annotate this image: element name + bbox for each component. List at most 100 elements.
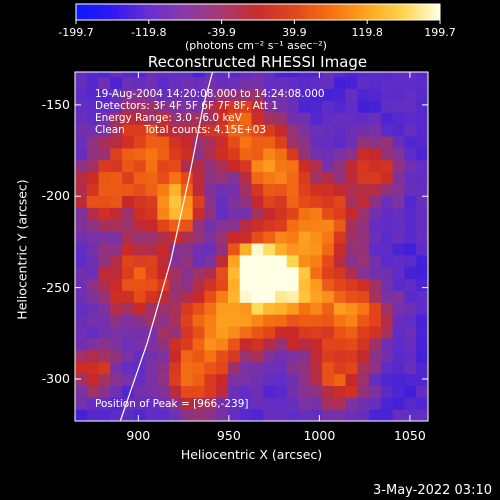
heatmap-cell bbox=[286, 385, 300, 398]
heatmap-cell bbox=[239, 135, 253, 149]
heatmap-cell bbox=[227, 72, 241, 78]
heatmap-cell bbox=[322, 195, 335, 208]
heatmap-cell bbox=[369, 159, 382, 173]
heatmap-cell bbox=[98, 147, 111, 161]
heatmap-cell bbox=[169, 349, 182, 363]
colorbar-tick-label: 199.7 bbox=[424, 26, 456, 39]
heatmap-cell bbox=[133, 112, 147, 125]
heatmap-cell bbox=[275, 278, 288, 291]
heatmap-cell bbox=[298, 254, 311, 268]
heatmap-cell bbox=[204, 266, 217, 280]
heatmap-cell bbox=[286, 100, 300, 113]
heatmap-cell bbox=[122, 159, 135, 173]
heatmap-cell bbox=[392, 135, 406, 149]
heatmap-cell bbox=[86, 385, 100, 398]
heatmap-cell bbox=[157, 397, 170, 410]
heatmap-cell bbox=[322, 290, 335, 303]
heatmap-cell bbox=[239, 409, 253, 421]
heatmap-cell bbox=[227, 278, 241, 291]
heatmap-cell bbox=[192, 278, 206, 291]
heatmap-cell bbox=[86, 171, 100, 185]
heatmap-cell bbox=[133, 88, 147, 101]
heatmap-cell bbox=[263, 124, 276, 137]
heatmap-cell bbox=[310, 72, 323, 78]
heatmap-cell bbox=[227, 290, 241, 303]
heatmap-cell bbox=[357, 266, 370, 280]
heatmap-cell bbox=[204, 242, 217, 256]
heatmap-cell bbox=[169, 385, 182, 398]
heatmap-cell bbox=[392, 302, 406, 315]
heatmap-cell bbox=[322, 385, 335, 398]
heatmap-cell bbox=[157, 361, 170, 375]
heatmap-cell bbox=[286, 290, 300, 303]
heatmap-cell bbox=[110, 195, 123, 208]
heatmap-cell bbox=[369, 219, 382, 232]
heatmap-cell bbox=[404, 290, 417, 303]
heatmap-cell bbox=[86, 278, 100, 291]
heatmap-cell bbox=[345, 135, 358, 149]
heatmap-cell bbox=[345, 278, 358, 291]
heatmap-cell bbox=[227, 397, 241, 410]
heatmap-cell bbox=[98, 373, 111, 386]
heatmap-cell bbox=[180, 373, 194, 386]
heatmap-cell bbox=[286, 183, 300, 196]
heatmap-cell bbox=[322, 397, 335, 410]
heatmap-cell bbox=[286, 135, 300, 149]
heatmap-cell bbox=[416, 195, 428, 208]
heatmap-cell bbox=[180, 290, 194, 303]
heatmap-cell bbox=[75, 135, 88, 149]
heatmap-cell bbox=[345, 385, 358, 398]
heatmap-cell bbox=[204, 72, 217, 78]
heatmap-cell bbox=[251, 242, 264, 256]
heatmap-cell bbox=[263, 88, 276, 101]
heatmap-cell bbox=[180, 278, 194, 291]
heatmap-cell bbox=[275, 183, 288, 196]
heatmap-cell bbox=[251, 409, 264, 421]
heatmap-cell bbox=[345, 159, 358, 173]
heatmap-cell bbox=[286, 72, 300, 78]
heatmap-cell bbox=[275, 242, 288, 256]
heatmap-cell bbox=[239, 385, 253, 398]
heatmap-cell bbox=[263, 254, 276, 268]
heatmap-cell bbox=[180, 135, 194, 149]
heatmap-cell bbox=[110, 349, 123, 363]
heatmap-cell bbox=[192, 230, 206, 244]
heatmap-cell bbox=[122, 337, 135, 351]
heatmap-cell bbox=[310, 290, 323, 303]
heatmap-cell bbox=[239, 373, 253, 386]
heatmap-cell bbox=[251, 254, 264, 268]
heatmap-cell bbox=[357, 124, 370, 137]
heatmap-cell bbox=[345, 88, 358, 101]
heatmap-cell bbox=[380, 183, 394, 196]
heatmap-cell bbox=[157, 219, 170, 232]
heatmap-cell bbox=[192, 361, 206, 375]
heatmap-cell bbox=[227, 112, 241, 125]
heatmap-cell bbox=[110, 171, 123, 185]
heatmap-cell bbox=[286, 112, 300, 125]
heatmap-cell bbox=[133, 302, 147, 315]
heatmap-cell bbox=[110, 302, 123, 315]
heatmap-cell bbox=[227, 385, 241, 398]
heatmap-cell bbox=[298, 171, 311, 185]
heatmap-cell bbox=[369, 314, 382, 327]
heatmap-cell bbox=[392, 349, 406, 363]
heatmap-cell bbox=[98, 361, 111, 375]
heatmap-cell bbox=[204, 325, 217, 339]
heatmap-cell bbox=[404, 207, 417, 220]
heatmap-cell bbox=[310, 349, 323, 363]
heatmap-cell bbox=[75, 242, 88, 256]
heatmap-cell bbox=[216, 254, 229, 268]
heatmap-cell bbox=[286, 409, 300, 421]
heatmap-cell bbox=[357, 100, 370, 113]
heatmap-cell bbox=[122, 100, 135, 113]
heatmap-cell bbox=[180, 254, 194, 268]
heatmap-cell bbox=[192, 183, 206, 196]
heatmap-cell bbox=[122, 147, 135, 161]
heatmap-cell bbox=[345, 195, 358, 208]
chart-title: Reconstructed RHESSI Image bbox=[147, 53, 368, 71]
heatmap-cell bbox=[145, 278, 158, 291]
heatmap-cell bbox=[157, 195, 170, 208]
heatmap-cell bbox=[98, 397, 111, 410]
solar-limb-curve bbox=[119, 72, 214, 421]
heatmap-cell bbox=[298, 361, 311, 375]
